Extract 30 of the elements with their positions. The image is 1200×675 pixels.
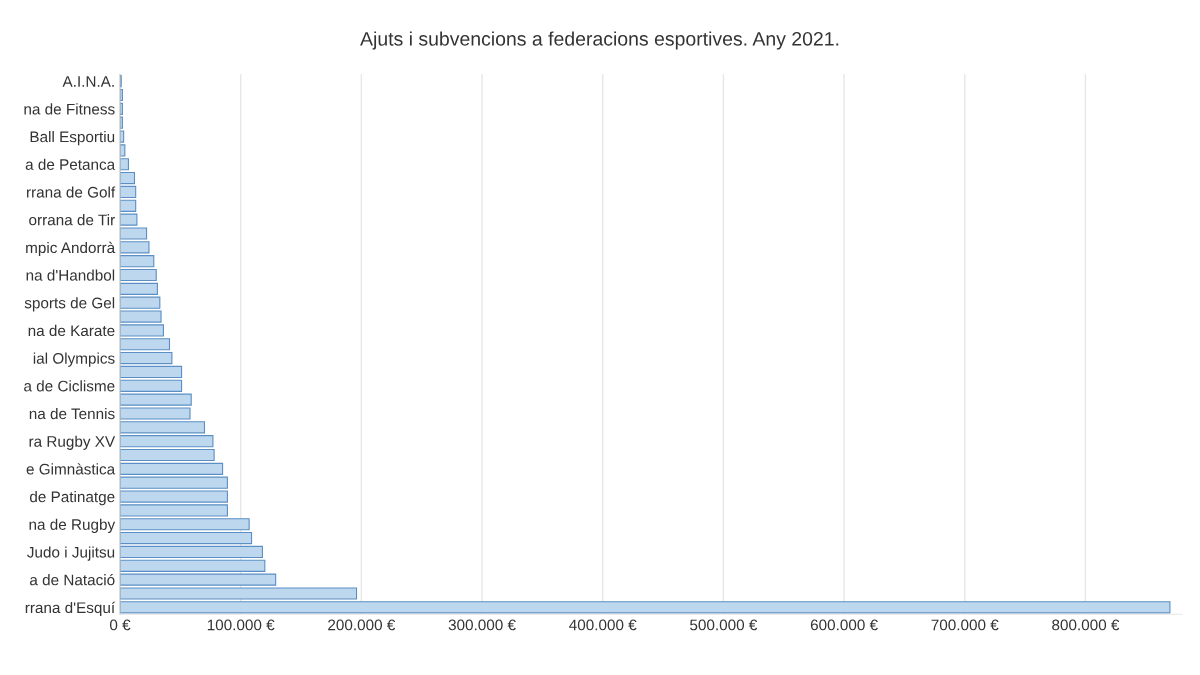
chart-title: Ajuts i subvencions a federacions esportives. Any 2021. (360, 31, 839, 50)
y-tick-label: rrana d'Esquí (25, 601, 116, 617)
x-tick-label: 700.000 € (931, 619, 999, 631)
y-tick-label: de Patinatge (29, 491, 115, 506)
y-tick-label: rrana de Golf (26, 186, 116, 198)
y-tick-label: A.I.N.A. (62, 76, 114, 87)
y-tick-label: na d'Handbol (26, 269, 115, 281)
y-tick-label: ra Rugby XV (29, 435, 116, 450)
y-tick-label: na de Tennis (29, 407, 115, 420)
y-tick-label: na de Rugby (29, 518, 116, 533)
y-tick-label: na de Fitness (24, 103, 115, 115)
y-tick-label: sports de Gel (24, 297, 115, 312)
y-tick-label: na de Karate (28, 324, 115, 337)
y-tick-label: mpic Andorrà (26, 241, 116, 257)
x-tick-label: 800.000 € (1052, 619, 1120, 631)
y-tick-label: a de Natació (30, 573, 115, 586)
y-tick-label: ial Olympics (33, 352, 115, 367)
x-tick-label: 600.000 € (810, 619, 878, 631)
y-tick-label: a de Petanca (25, 158, 116, 170)
x-tick-label: 500.000 € (690, 619, 758, 631)
y-tick-label: e Gimnàstica (26, 463, 116, 475)
y-tick-label: Judo i Jujitsu (27, 546, 115, 561)
y-tick-label: Ball Esportiu (30, 131, 115, 146)
x-tick-label: 400.000 € (569, 619, 637, 631)
y-tick-label: a de Ciclisme (24, 380, 115, 392)
x-tick-label: 200.000 € (328, 619, 396, 631)
x-tick-label: 100.000 € (207, 619, 275, 631)
y-tick-label: orrana de Tir (29, 214, 115, 226)
x-tick-label: 0 € (109, 619, 131, 631)
x-tick-label: 300.000 € (448, 619, 516, 631)
